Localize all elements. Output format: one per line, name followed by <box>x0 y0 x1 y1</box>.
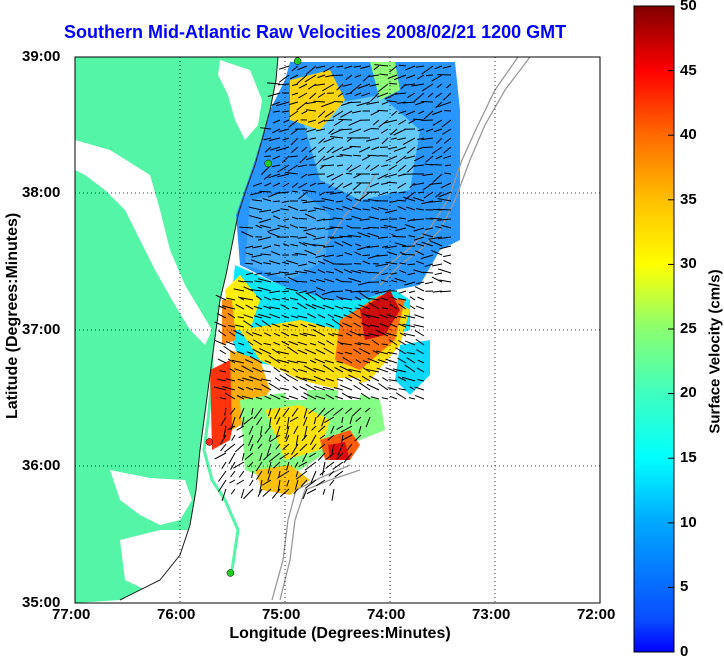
colorbar-tick-label: 50 <box>680 0 697 14</box>
x-axis-label: Longitude (Degrees:Minutes) <box>160 625 520 643</box>
colorbar-tick-label: 25 <box>680 320 697 337</box>
velocity-arrow <box>421 101 433 102</box>
velocity-arrow <box>362 255 370 256</box>
y-tick-label: 37:00 <box>22 321 60 338</box>
velocity-arrow <box>354 263 361 264</box>
velocity-arrow <box>273 201 280 202</box>
colorbar-tick-label: 45 <box>680 62 697 79</box>
colorbar-tick-label: 35 <box>680 191 697 208</box>
colorbar-tick-label: 10 <box>680 514 697 531</box>
velocity-arrow <box>368 227 379 228</box>
colorbar-tick-label: 0 <box>680 643 688 660</box>
x-tick-label: 73:00 <box>472 606 510 623</box>
x-tick-label: 77:00 <box>52 606 90 623</box>
velocity-arrow <box>371 174 379 175</box>
y-tick-label: 39:00 <box>22 48 60 65</box>
velocity-arrow <box>381 227 388 228</box>
colorbar-tick-label: 30 <box>680 255 697 272</box>
hatteras-station <box>206 438 213 445</box>
x-tick-label: 75:00 <box>262 606 300 623</box>
velocity-arrow <box>402 246 415 247</box>
velocity-arrow <box>338 119 352 120</box>
y-tick-label: 36:00 <box>22 457 60 474</box>
mid-station <box>265 160 272 167</box>
north-station <box>294 58 301 65</box>
velocity-arrow <box>430 218 442 219</box>
velocity-arrow <box>300 210 307 211</box>
velocity-arrow <box>277 281 289 282</box>
colorbar-label: Surface Velocity (cm/s) <box>707 242 724 462</box>
south-station <box>227 569 234 576</box>
chart-title: Southern Mid-Atlantic Raw Velocities 200… <box>64 22 566 43</box>
x-tick-label: 72:00 <box>577 606 615 623</box>
velocity-arrow <box>346 173 352 174</box>
x-tick-label: 74:00 <box>367 606 405 623</box>
velocity-arrow <box>393 236 406 237</box>
colorbar-tick-label: 40 <box>680 126 697 143</box>
colorbar-tick-label: 5 <box>680 578 688 595</box>
velocity-arrow <box>369 272 379 273</box>
x-tick-label: 76:00 <box>157 606 195 623</box>
velocity-arrow <box>245 263 253 264</box>
velocity-arrow <box>348 102 361 103</box>
velocity-arrow <box>431 164 442 165</box>
velocity-arrow <box>353 155 361 156</box>
velocity-arrow <box>377 110 388 111</box>
colorbar-tick-label: 20 <box>680 384 697 401</box>
velocity-arrow <box>346 219 352 220</box>
y-tick-label: 38:00 <box>22 184 60 201</box>
velocity-arrow <box>399 192 406 193</box>
colorbar-tick-label: 15 <box>680 449 697 466</box>
velocity-arrow <box>421 147 433 148</box>
velocity-arrow <box>426 75 433 76</box>
velocity-arrow <box>350 146 361 147</box>
y-axis-label: Latitude (Degrees:Minutes) <box>4 239 22 419</box>
velocity-arrow <box>244 281 253 282</box>
